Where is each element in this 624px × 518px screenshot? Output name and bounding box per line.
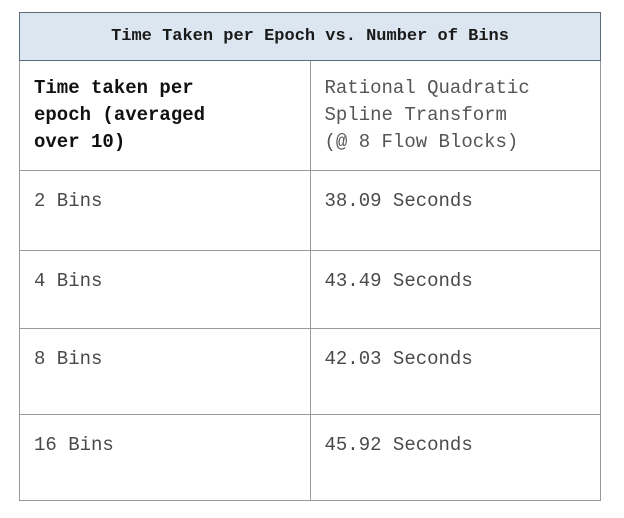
header-left-line: Time taken per <box>34 77 194 99</box>
header-left-line: over 10) <box>34 131 126 153</box>
time-cell: 38.09 Seconds <box>309 170 601 251</box>
bins-cell: 8 Bins <box>19 328 311 415</box>
time-cell: 43.49 Seconds <box>309 250 601 329</box>
header-cell-metric: Time taken per epoch (averaged over 10) <box>19 60 311 171</box>
header-right-line: (@ 8 Flow Blocks) <box>324 131 519 153</box>
title-row: Time Taken per Epoch vs. Number of Bins <box>19 12 601 61</box>
table-row: 4 Bins 43.49 Seconds <box>19 250 601 329</box>
header-left-line: epoch (averaged <box>34 104 206 126</box>
table-title: Time Taken per Epoch vs. Number of Bins <box>19 12 601 61</box>
header-right-line: Spline Transform <box>324 104 507 126</box>
time-cell: 45.92 Seconds <box>309 414 601 501</box>
table-row: 8 Bins 42.03 Seconds <box>19 328 601 415</box>
header-right-line: Rational Quadratic <box>324 77 530 99</box>
table-row: 16 Bins 45.92 Seconds <box>19 414 601 501</box>
header-row: Time taken per epoch (averaged over 10) … <box>19 60 601 171</box>
bins-cell: 2 Bins <box>19 170 311 251</box>
header-cell-method: Rational Quadratic Spline Transform (@ 8… <box>309 60 601 171</box>
results-table-container: Time Taken per Epoch vs. Number of Bins … <box>19 12 601 501</box>
table-row: 2 Bins 38.09 Seconds <box>19 170 601 251</box>
results-table: Time Taken per Epoch vs. Number of Bins … <box>19 12 601 501</box>
bins-cell: 4 Bins <box>19 250 311 329</box>
bins-cell: 16 Bins <box>19 414 311 501</box>
time-cell: 42.03 Seconds <box>309 328 601 415</box>
